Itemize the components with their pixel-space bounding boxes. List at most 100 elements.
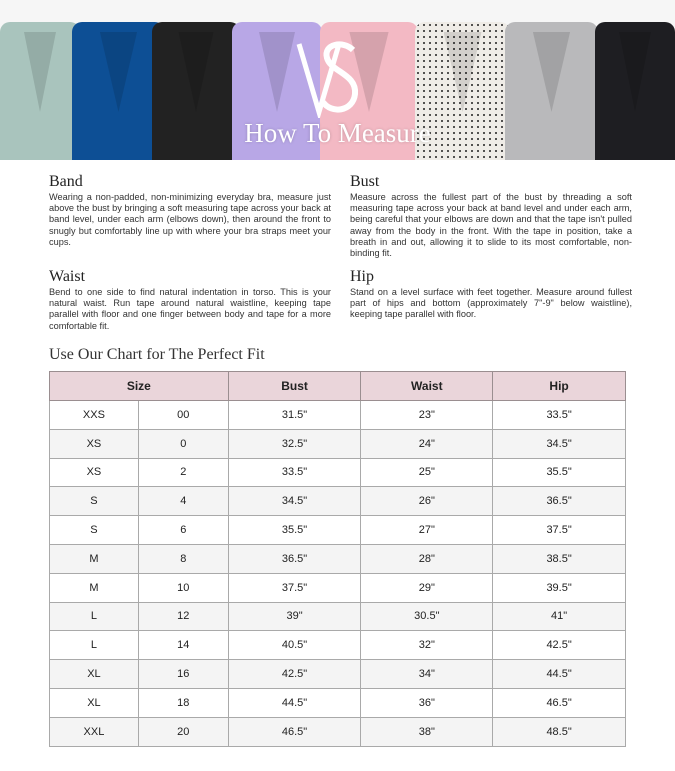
size-letter-cell: XS [49, 457, 139, 488]
bust-cell: 34.5" [227, 486, 362, 517]
hip-cell: 42.5" [492, 630, 626, 661]
banner-title: How To Measure [244, 118, 431, 148]
table-row: XS 2 33.5" 25" 35.5" [49, 457, 626, 488]
size-letter-cell: L [49, 630, 139, 661]
bust-cell: 46.5" [227, 716, 362, 747]
waist-cell: 27" [360, 515, 494, 545]
size-letter-cell: XS [49, 428, 139, 459]
size-letter-cell: XL [49, 659, 139, 689]
bust-section: Bust Measure across the fullest part of … [350, 173, 632, 259]
header-size: Size [49, 371, 229, 401]
band-text: Wearing a non-padded, non-minimizing eve… [49, 192, 331, 247]
pajama-shirt-image [415, 22, 510, 160]
pajama-shirt-image [232, 22, 322, 160]
pajama-shirt-image [505, 22, 598, 160]
table-row: L 12 39" 30.5" 41" [49, 601, 626, 632]
hip-cell: 46.5" [492, 687, 626, 718]
table-row: L 14 40.5" 32" 42.5" [49, 630, 626, 661]
waist-cell: 34" [360, 659, 494, 689]
table-row: M 8 36.5" 28" 38.5" [49, 543, 626, 574]
hip-section: Hip Stand on a level surface with feet t… [350, 268, 632, 321]
hip-heading: Hip [350, 268, 374, 285]
size-number-cell: 20 [137, 716, 229, 747]
hero-banner: How To Measure [0, 0, 675, 160]
waist-cell: 30.5" [360, 601, 494, 632]
table-row: S 4 34.5" 26" 36.5" [49, 486, 626, 517]
pajama-shirt-image [72, 22, 165, 160]
waist-cell: 29" [360, 572, 494, 603]
hip-cell: 35.5" [492, 457, 626, 488]
bust-text: Measure across the fullest part of the b… [350, 192, 632, 259]
waist-cell: 24" [360, 428, 494, 459]
hip-text: Stand on a level surface with feet toget… [350, 287, 632, 320]
hip-cell: 39.5" [492, 572, 626, 603]
hip-cell: 44.5" [492, 659, 626, 689]
size-letter-cell: XXL [49, 716, 139, 747]
size-letter-cell: M [49, 543, 139, 574]
waist-section: Waist Bend to one side to find natural i… [49, 268, 331, 332]
bust-cell: 39" [227, 601, 362, 632]
bust-cell: 42.5" [227, 659, 362, 689]
header-waist: Waist [360, 371, 494, 401]
size-number-cell: 0 [137, 428, 229, 459]
vs-logo [296, 41, 358, 118]
bust-cell: 40.5" [227, 630, 362, 661]
table-row: XXL 20 46.5" 38" 48.5" [49, 716, 626, 747]
bust-heading: Bust [350, 173, 380, 190]
pajama-shirt-image [152, 22, 240, 160]
pajama-shirt-image [595, 22, 675, 160]
table-row: M 10 37.5" 29" 39.5" [49, 572, 626, 603]
chart-title: Use Our Chart for The Perfect Fit [49, 346, 265, 363]
table-row: XS 0 32.5" 24" 34.5" [49, 428, 626, 459]
size-number-cell: 10 [137, 572, 229, 603]
band-section: Band Wearing a non-padded, non-minimizin… [49, 173, 331, 248]
table-row: XL 18 44.5" 36" 46.5" [49, 687, 626, 718]
bust-cell: 37.5" [227, 572, 362, 603]
size-letter-cell: S [49, 486, 139, 517]
bust-cell: 32.5" [227, 428, 362, 459]
size-number-cell: 4 [137, 486, 229, 517]
header-hip: Hip [492, 371, 626, 401]
size-letter-cell: XL [49, 687, 139, 718]
hip-cell: 38.5" [492, 543, 626, 574]
waist-cell: 25" [360, 457, 494, 488]
table-row: XL 16 42.5" 34" 44.5" [49, 659, 626, 689]
waist-text: Bend to one side to find natural indenta… [49, 287, 331, 331]
hip-cell: 36.5" [492, 486, 626, 517]
size-letter-cell: M [49, 572, 139, 603]
hip-cell: 33.5" [492, 400, 626, 430]
bust-cell: 31.5" [227, 400, 362, 430]
size-number-cell: 16 [137, 659, 229, 689]
size-number-cell: 00 [137, 400, 229, 430]
size-chart-table: Size Bust Waist Hip XXS 00 31.5" 23" 33.5" XS… [49, 371, 626, 747]
size-number-cell: 14 [137, 630, 229, 661]
hip-cell: 34.5" [492, 428, 626, 459]
waist-cell: 23" [360, 400, 494, 430]
table-row: S 6 35.5" 27" 37.5" [49, 515, 626, 545]
hip-cell: 37.5" [492, 515, 626, 545]
bust-cell: 35.5" [227, 515, 362, 545]
waist-heading: Waist [49, 268, 86, 285]
waist-cell: 28" [360, 543, 494, 574]
size-number-cell: 2 [137, 457, 229, 488]
table-row: XXS 00 31.5" 23" 33.5" [49, 400, 626, 430]
size-letter-cell: L [49, 601, 139, 632]
bust-cell: 36.5" [227, 543, 362, 574]
pajama-shirt-image [0, 22, 80, 160]
hip-cell: 41" [492, 601, 626, 632]
header-bust: Bust [227, 371, 362, 401]
bust-cell: 44.5" [227, 687, 362, 718]
waist-cell: 26" [360, 486, 494, 517]
waist-cell: 36" [360, 687, 494, 718]
waist-cell: 32" [360, 630, 494, 661]
hip-cell: 48.5" [492, 716, 626, 747]
size-number-cell: 6 [137, 515, 229, 545]
size-letter-cell: S [49, 515, 139, 545]
size-number-cell: 8 [137, 543, 229, 574]
waist-cell: 38" [360, 716, 494, 747]
bust-cell: 33.5" [227, 457, 362, 488]
size-letter-cell: XXS [49, 400, 139, 430]
band-heading: Band [49, 173, 83, 190]
size-number-cell: 18 [137, 687, 229, 718]
size-number-cell: 12 [137, 601, 229, 632]
